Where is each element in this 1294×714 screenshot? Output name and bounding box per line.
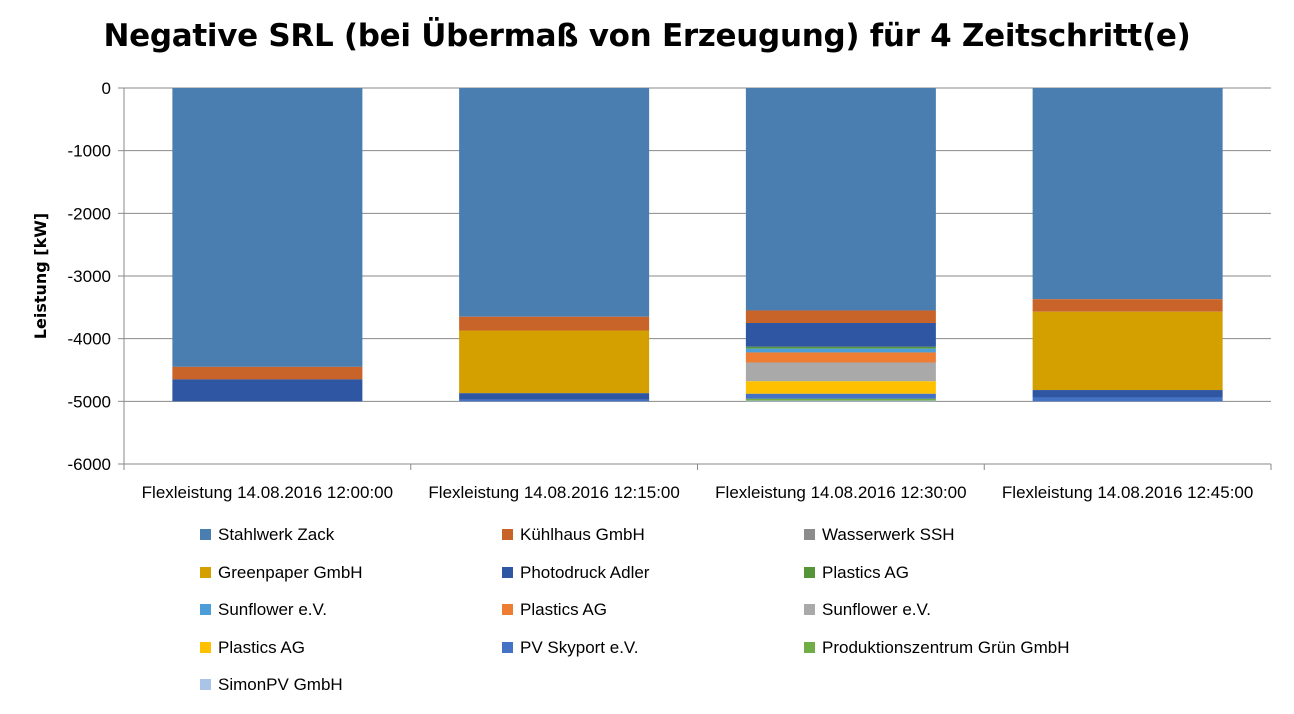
chart-title: Negative SRL (bei Übermaß von Erzeugung)… [103,18,1191,54]
bar-segment [745,400,936,402]
bar-segment [1032,390,1223,398]
y-tick-label: -3000 [68,267,111,286]
legend-label: Greenpaper GmbH [218,562,363,582]
bar-segment [745,362,936,382]
legend-label: Sunflower e.V. [822,600,931,619]
y-tick-label: -6000 [68,455,111,474]
bar-segment [1032,299,1223,312]
legend-label: Stahlwerk Zack [218,525,335,544]
bar-layer [172,88,1223,402]
x-tick-label: Flexleistung 14.08.2016 12:45:00 [1002,483,1253,502]
legend-swatch [200,641,211,653]
legend-label: PV Skyport e.V. [520,637,639,657]
x-tick-label: Flexleistung 14.08.2016 12:15:00 [428,483,679,502]
legend-label: SimonPV GmbH [218,675,343,694]
bar-segment [745,88,936,311]
legend-swatch [804,529,815,540]
legend-swatch [502,641,513,653]
legend-swatch [200,529,211,540]
bar-segment [1032,88,1223,300]
legend-swatch [804,566,815,578]
legend-swatch [804,604,815,615]
legend-label: Produktionszentrum Grün GmbH [822,637,1070,657]
bar-segment [172,366,363,380]
bar-segment [459,316,650,331]
y-tick-label: -5000 [68,392,111,411]
bar-segment [745,348,936,353]
bar-segment [172,379,363,402]
bar-segment [459,399,650,402]
legend-swatch [502,604,513,615]
legend-swatch [502,529,513,540]
bar-segment [745,393,936,399]
legend-label: Plastics AG [822,562,909,582]
bar-segment [745,352,936,363]
y-tick-label: -1000 [68,142,111,161]
y-tick-label: -4000 [68,330,111,349]
legend-label: Kühlhaus GmbH [520,525,645,544]
bar-segment [1032,311,1223,391]
legend-label: Photodruck Adler [520,562,650,582]
legend-label: Plastics AG [520,600,607,619]
x-tick-label: Flexleistung 14.08.2016 12:30:00 [715,483,966,502]
bar-segment [459,330,650,394]
axis-layer: 0 -1000 -2000 -3000 -4000 -5000 -6000 Flexleist… [68,79,1272,502]
legend-swatch [200,679,211,690]
bar-segment [172,88,363,367]
bar-segment [745,310,936,323]
x-tick-label: Flexleistung 14.08.2016 12:00:00 [142,483,393,502]
legend-swatch [502,566,513,578]
bar-segment [745,323,936,347]
legend-label: Sunflower e.V. [218,600,327,619]
bar-segment [1032,397,1223,402]
bar-segment [745,398,936,401]
bar-segment [745,381,936,394]
legend-swatch [804,641,815,653]
y-tick-label: -2000 [68,204,111,223]
legend-label: Wasserwerk SSH [822,525,955,544]
y-tick-label: 0 [102,79,111,98]
bar-segment [459,88,650,317]
legend-swatch [200,604,211,615]
bar-segment [745,346,936,349]
legend-label: Plastics AG [218,637,305,657]
legend-swatch [200,566,211,578]
bar-segment [459,393,650,400]
y-axis-label: Leistung [kW] [31,213,50,339]
